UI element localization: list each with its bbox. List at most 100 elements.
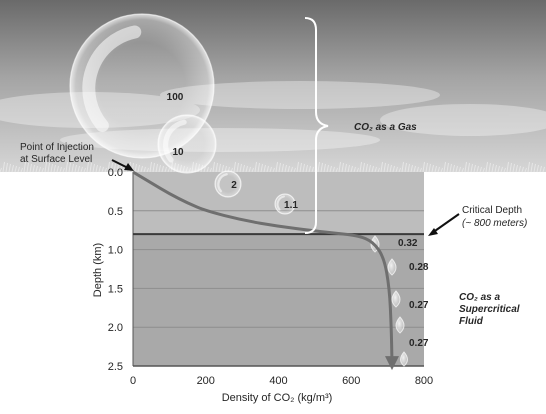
label-line: Point of Injection	[20, 142, 94, 153]
grass-blade	[14, 165, 17, 173]
grass-blade	[335, 167, 338, 173]
grass-blade	[374, 166, 377, 173]
grass-blade	[83, 167, 86, 173]
gas-label: CO₂ as a Gas	[354, 122, 417, 133]
critical-depth-arrowhead	[428, 228, 438, 236]
grass-blade	[95, 164, 98, 173]
grass-blade	[209, 167, 212, 173]
grass-blade	[113, 163, 116, 173]
grass-blade	[308, 165, 311, 173]
supercritical-label: CO₂ as a Supercritical Fluid	[459, 292, 520, 327]
grass-blade	[509, 162, 512, 173]
grass-blade	[38, 166, 41, 173]
grass-blade	[281, 163, 284, 173]
grass-blade	[68, 162, 71, 173]
grass-blade	[500, 166, 503, 173]
grass-blade	[137, 164, 140, 173]
grass-blade	[347, 164, 350, 173]
grass-blade	[212, 161, 215, 173]
gas-brace	[304, 17, 329, 234]
grass-blade	[149, 161, 152, 173]
grass-blade	[134, 163, 137, 173]
grass-blade	[41, 167, 44, 173]
y-tick-label: 1.5	[108, 283, 123, 295]
y-tick-label: 0.5	[108, 206, 123, 218]
x-tick-label: 400	[269, 375, 287, 387]
grass-blade	[8, 163, 11, 173]
grass-blade	[218, 163, 221, 173]
grass-blade	[425, 162, 428, 173]
grass-blade	[317, 161, 320, 173]
grass-blade	[503, 167, 506, 173]
x-tick-label: 0	[130, 375, 136, 387]
grass-blade	[80, 166, 83, 173]
grass-blade	[353, 166, 356, 173]
grass-blade	[512, 163, 515, 173]
fluid-droplet	[387, 258, 397, 276]
grass-blade	[392, 165, 395, 173]
grass-blade	[146, 167, 149, 173]
gas-bubble-label: 10	[172, 147, 184, 158]
supercritical-brace	[431, 236, 453, 363]
grass-blade	[458, 166, 461, 173]
grass-blade	[452, 164, 455, 173]
grass-blade	[116, 164, 119, 173]
grass-blade	[50, 163, 53, 173]
curve-arrowhead	[384, 356, 399, 371]
x-tick-label: 800	[415, 375, 433, 387]
grass-blade	[290, 166, 293, 173]
grass-blade	[377, 167, 380, 173]
grass-blade	[5, 162, 8, 173]
grass-blade	[239, 163, 242, 173]
y-tick-label: 1.0	[108, 245, 123, 257]
grass-blade	[266, 165, 269, 173]
grass-blade	[371, 165, 374, 173]
grass-blade	[422, 161, 425, 173]
y-tick-labels: 0.0 0.5 1.0 1.5 2.0 2.5	[108, 167, 123, 373]
fluid-bubble-label: 0.32	[398, 238, 418, 249]
grass-blade	[368, 164, 371, 173]
grass-blade	[35, 165, 38, 173]
grass-blade	[56, 165, 59, 173]
grass-blade	[47, 162, 50, 173]
gas-bubble-highlight	[276, 195, 285, 211]
grass-blade	[497, 165, 500, 173]
grass-blade	[236, 162, 239, 173]
grass-blade	[413, 165, 416, 173]
lower-zone	[133, 234, 424, 366]
grass-blade	[419, 167, 422, 173]
grass-blade	[332, 166, 335, 173]
grass-blade	[71, 163, 74, 173]
grass-blade	[302, 163, 305, 173]
grass-blade	[110, 162, 113, 173]
grass-blade	[341, 162, 344, 173]
grass-blade	[65, 161, 68, 173]
grass-blade	[245, 165, 248, 173]
grass-blade	[20, 167, 23, 173]
x-axis-title: Density of CO₂ (kg/m³)	[222, 392, 333, 404]
grass-blade	[395, 166, 398, 173]
grass-blade	[293, 167, 296, 173]
grass-blade	[407, 163, 410, 173]
grass-blade	[206, 166, 209, 173]
grass-blade	[362, 162, 365, 173]
grass-blade	[527, 161, 530, 173]
y-tick-label: 0.0	[108, 167, 123, 179]
x-tick-label: 200	[197, 375, 215, 387]
grass-blade	[254, 161, 257, 173]
grass-blade	[533, 163, 536, 173]
grass-blade	[155, 163, 158, 173]
fluid-droplet	[400, 351, 408, 367]
grass-blade	[299, 162, 302, 173]
grass-blade	[257, 162, 260, 173]
label-line: Supercritical	[459, 304, 520, 315]
grass-blade	[32, 164, 35, 173]
grass-blade	[491, 163, 494, 173]
grass-blade	[323, 163, 326, 173]
grass-blade	[473, 164, 476, 173]
grass-blade	[98, 165, 101, 173]
grass-blade	[482, 167, 485, 173]
grass-blade	[86, 161, 89, 173]
grass-blade	[44, 161, 47, 173]
